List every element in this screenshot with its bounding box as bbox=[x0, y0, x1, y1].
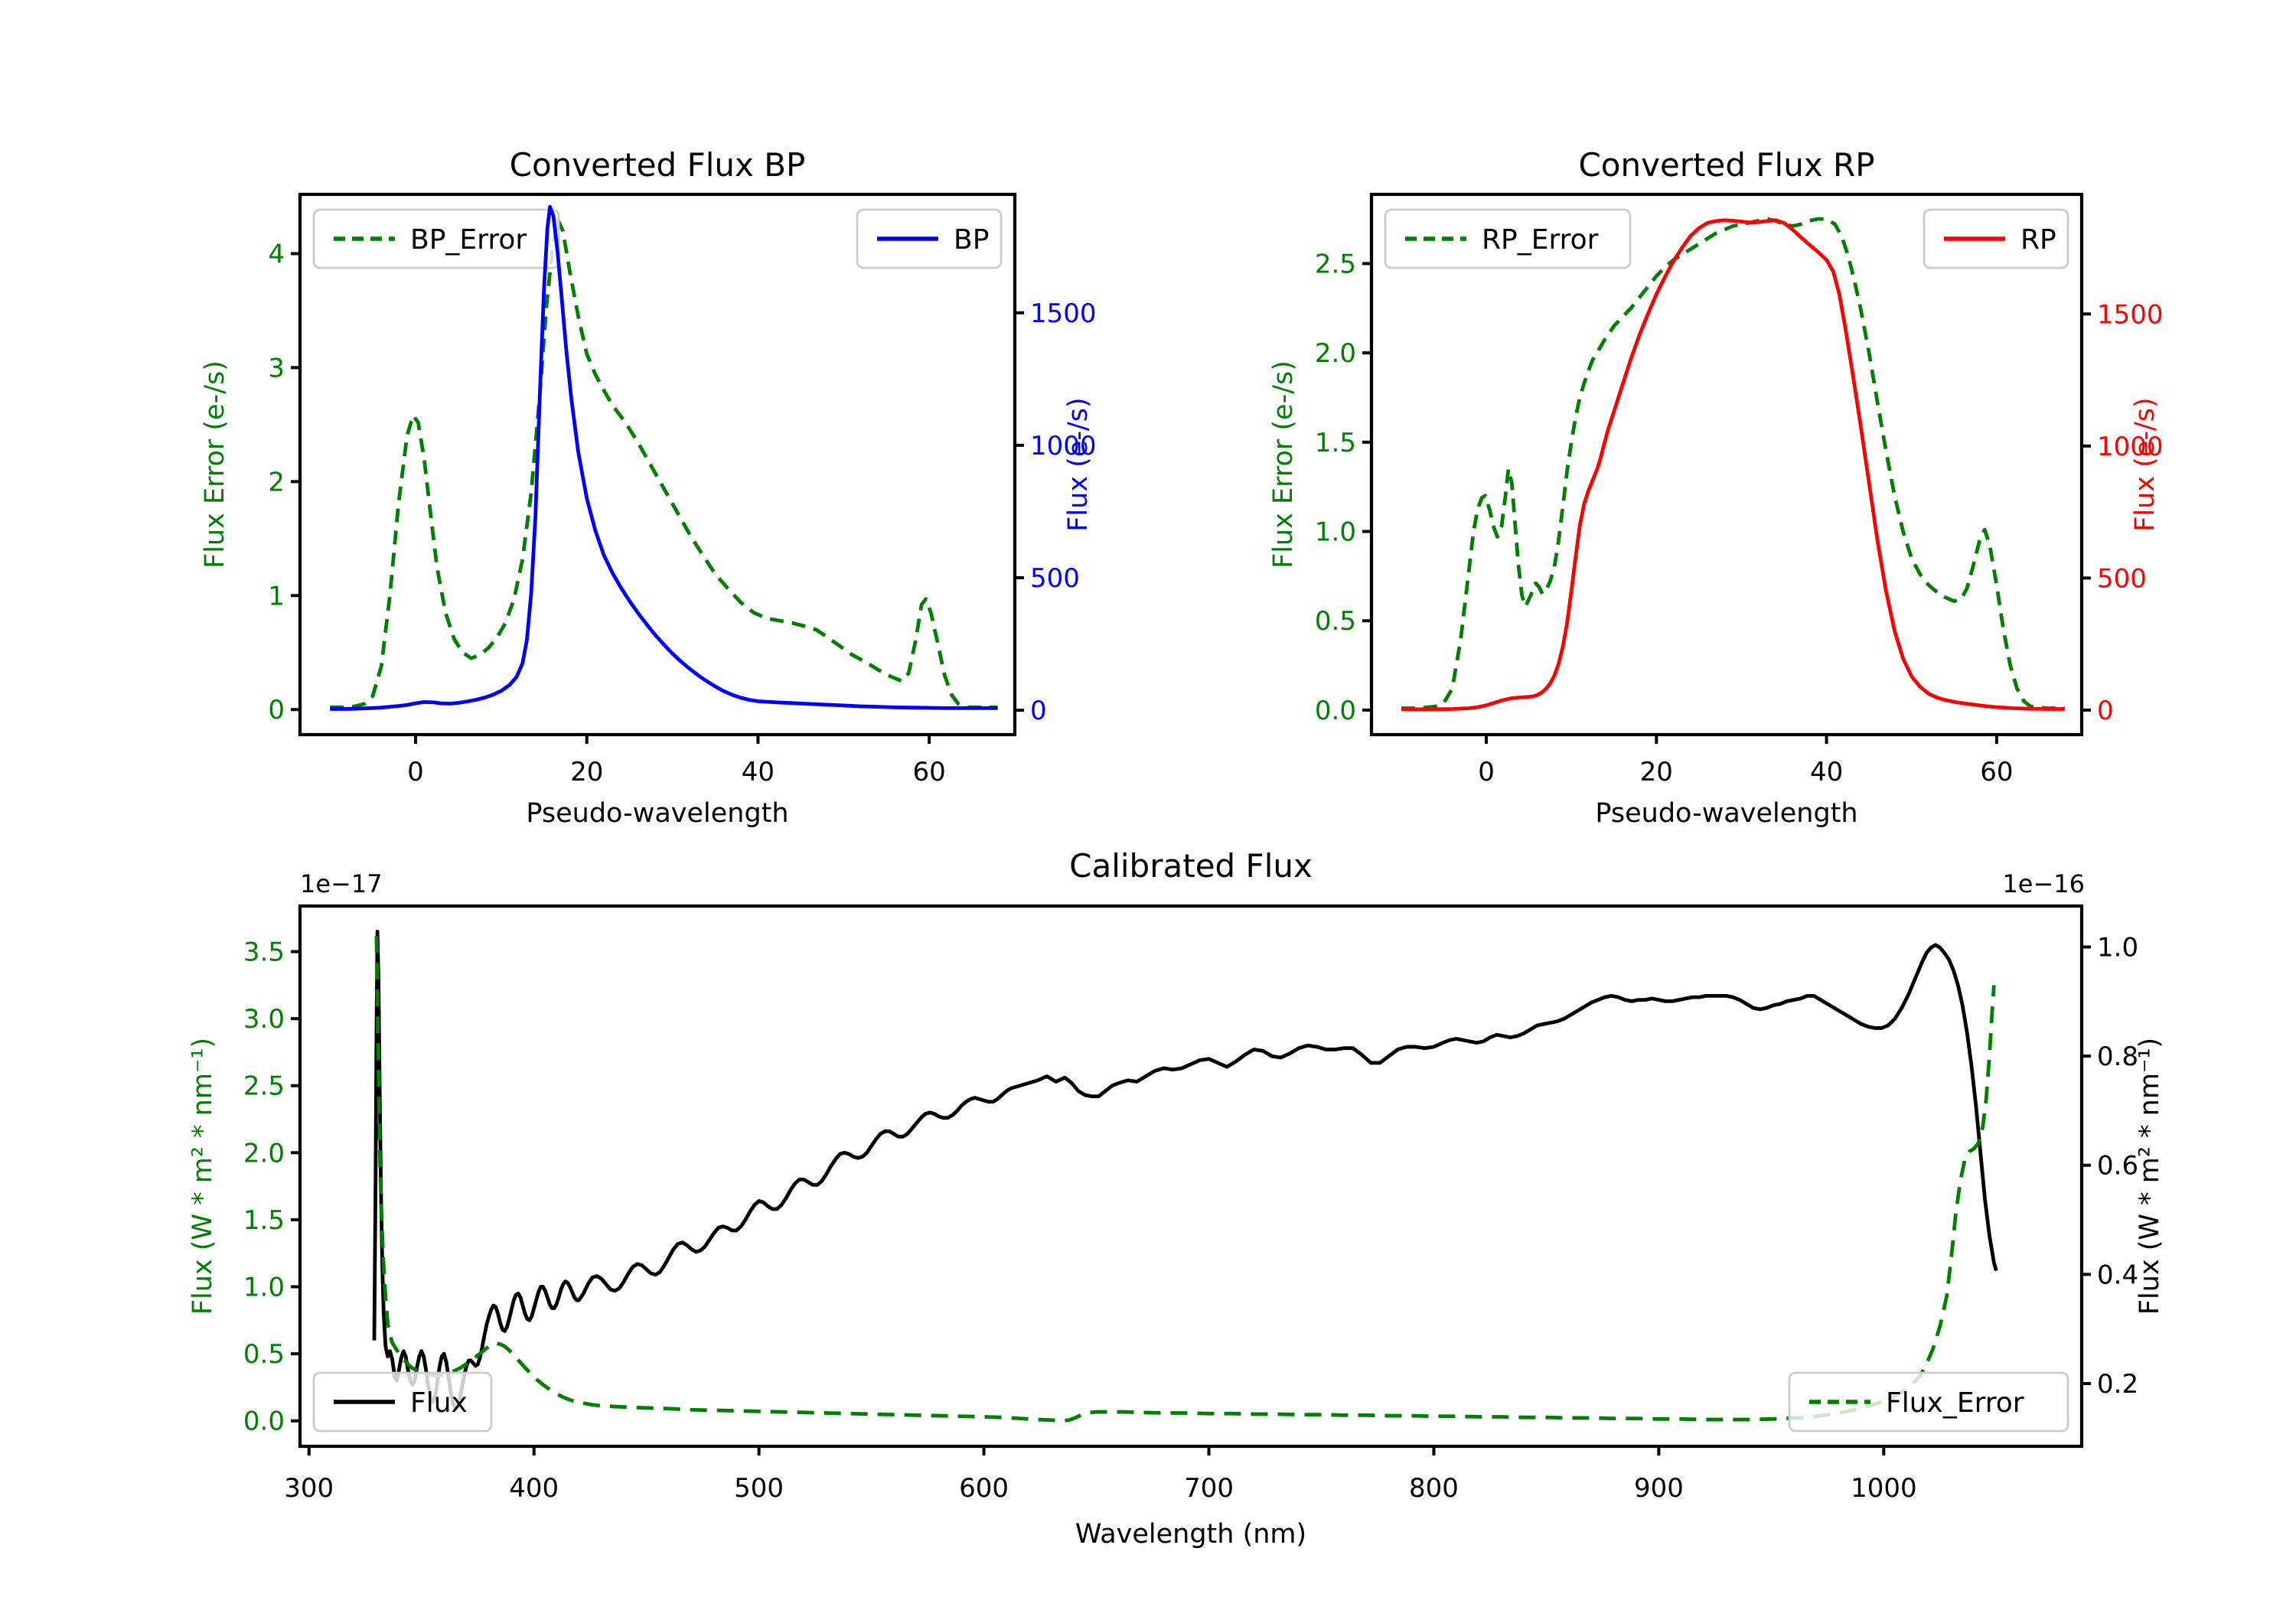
y-right-tick-label: 1500 bbox=[2097, 299, 2164, 330]
y-left-tick-label: 2 bbox=[268, 467, 285, 497]
y-left-tick-label: 1.5 bbox=[243, 1205, 285, 1236]
series-line-BP bbox=[330, 204, 998, 711]
legend-Flux_Error: Flux_Error bbox=[1788, 1371, 2069, 1433]
y-left-tick-label: 1.5 bbox=[1315, 428, 1356, 458]
chart-converted_flux_rp: RP_Error RP 0 20 40 60 0.0 0.5 1.0 1.5 2.0 2.5 0 500 1… bbox=[1268, 146, 2164, 829]
legend-BP: BP bbox=[856, 208, 1003, 269]
y-left-tick-label: 3.0 bbox=[243, 1004, 285, 1035]
x-tick-label: 20 bbox=[570, 757, 603, 787]
x-tick-label: 600 bbox=[959, 1473, 1009, 1504]
y-right-tick-label: 0 bbox=[1030, 696, 1047, 726]
y-left-tick-label: 2.5 bbox=[1315, 249, 1356, 279]
y-left-offset-text: 1e−17 bbox=[300, 869, 383, 898]
legend-BP_Error: BP_Error bbox=[312, 208, 560, 269]
x-tick-label: 400 bbox=[509, 1473, 559, 1504]
legend-label: BP bbox=[954, 224, 989, 256]
x-tick-label: 20 bbox=[1640, 757, 1673, 787]
y-left-tick-label: 2.0 bbox=[1315, 338, 1356, 369]
legend-box bbox=[312, 1371, 493, 1433]
y-right-tick-label: 1500 bbox=[1030, 298, 1097, 329]
y-right-tick-label: 1000 bbox=[1030, 431, 1097, 461]
y-left-tick-label: 1 bbox=[268, 581, 285, 611]
legend-label: Flux bbox=[410, 1387, 468, 1419]
y-left-tick-label: 0.0 bbox=[243, 1407, 285, 1437]
x-tick-label: 40 bbox=[1810, 757, 1843, 787]
chart-converted_flux_bp: BP_Error BP0 20 40 6001234050010001500Conver… bbox=[200, 146, 1097, 829]
chart-title: Converted Flux RP bbox=[1578, 146, 1874, 184]
y-right-tick-label: 0.4 bbox=[2097, 1260, 2138, 1290]
y-axis-label-left: Flux (W * m² * nm⁻¹) bbox=[188, 1038, 218, 1315]
y-left-tick-label: 2.5 bbox=[243, 1071, 285, 1102]
x-tick-label: 60 bbox=[1980, 757, 2013, 787]
y-right-tick-label: 500 bbox=[2097, 563, 2147, 594]
y-right-tick-label: 0.8 bbox=[2097, 1041, 2138, 1072]
chart-title: Converted Flux BP bbox=[510, 146, 806, 184]
y-axis-label-right: Flux (e-/s) bbox=[1063, 397, 1094, 531]
y-left-tick-label: 1.0 bbox=[243, 1273, 285, 1303]
y-left-tick-label: 3.5 bbox=[243, 937, 285, 968]
y-right-tick-label: 500 bbox=[1030, 563, 1080, 594]
y-right-tick-label: 1.0 bbox=[2097, 932, 2138, 963]
x-tick-label: 900 bbox=[1634, 1473, 1684, 1504]
y-right-tick-label: 0 bbox=[2097, 696, 2114, 726]
y-left-tick-label: 2.0 bbox=[243, 1138, 285, 1169]
y-axis-label-left: Flux Error (e-/s) bbox=[1268, 360, 1299, 569]
x-axis-label: Pseudo-wavelength bbox=[526, 798, 788, 829]
y-right-tick-label: 0.2 bbox=[2097, 1369, 2138, 1400]
legend-label: BP_Error bbox=[410, 224, 527, 256]
x-tick-label: 60 bbox=[913, 757, 946, 787]
y-left-tick-label: 0.0 bbox=[1315, 696, 1356, 726]
legend-Flux: Flux bbox=[312, 1371, 493, 1433]
x-tick-label: 0 bbox=[1478, 757, 1495, 787]
x-axis-label: Pseudo-wavelength bbox=[1595, 798, 1857, 829]
series-line-Flux bbox=[372, 929, 1998, 1411]
x-tick-label: 500 bbox=[734, 1473, 784, 1504]
legend-RP: RP bbox=[1923, 208, 2069, 269]
y-axis-label-left: Flux Error (e-/s) bbox=[200, 360, 230, 569]
y-left-tick-label: 0 bbox=[268, 695, 285, 725]
legend-box bbox=[1788, 1371, 2069, 1433]
x-tick-label: 800 bbox=[1409, 1473, 1459, 1504]
x-tick-label: 40 bbox=[742, 757, 775, 787]
y-left-tick-label: 4 bbox=[268, 239, 285, 269]
y-right-offset-text: 1e−16 bbox=[2002, 869, 2085, 898]
legend-label: Flux_Error bbox=[1886, 1387, 2024, 1419]
chart-calibrated_flux: Flux Flux_Error 300 400 500 600 700 800 900 1000 0… bbox=[188, 847, 2165, 1550]
y-axis-label-right: Flux (W * m² * nm⁻¹) bbox=[2135, 1038, 2165, 1315]
series-line-RP_Error bbox=[1401, 217, 2065, 710]
y-axis-label-right: Flux (e-/s) bbox=[2130, 397, 2161, 531]
axes-spines bbox=[298, 904, 2084, 1449]
y-left-tick-label: 0.5 bbox=[1315, 606, 1356, 637]
axes-spines bbox=[298, 192, 1017, 737]
legend-box bbox=[312, 208, 560, 269]
y-right-tick-label: 0.6 bbox=[2097, 1151, 2138, 1182]
legend-label: RP bbox=[2020, 224, 2056, 256]
legend-label: RP_Error bbox=[1482, 224, 1599, 256]
y-right-tick-label: 1000 bbox=[2097, 432, 2164, 462]
y-left-tick-label: 3 bbox=[268, 353, 285, 383]
x-tick-label: 0 bbox=[407, 757, 424, 787]
legend-RP_Error: RP_Error bbox=[1384, 208, 1632, 269]
axes-spines bbox=[1369, 192, 2084, 737]
y-left-tick-label: 1.0 bbox=[1315, 517, 1356, 548]
series-line-RP bbox=[1401, 218, 2065, 712]
legend-box bbox=[1384, 208, 1632, 269]
y-left-tick-label: 0.5 bbox=[243, 1339, 285, 1370]
x-axis-label: Wavelength (nm) bbox=[1075, 1519, 1306, 1550]
x-tick-label: 300 bbox=[284, 1473, 334, 1504]
x-tick-label: 1000 bbox=[1851, 1473, 1917, 1504]
chart-title: Calibrated Flux bbox=[1069, 847, 1313, 885]
series-line-BP_Error bbox=[330, 217, 998, 709]
x-tick-label: 700 bbox=[1184, 1473, 1234, 1504]
